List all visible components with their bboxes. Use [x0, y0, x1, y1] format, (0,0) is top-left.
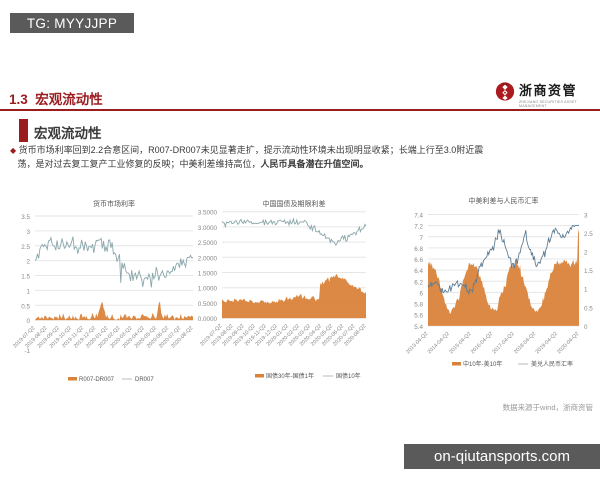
svg-text:DR007: DR007: [135, 377, 154, 383]
svg-text:2.5000: 2.5000: [198, 240, 218, 247]
svg-text:国债30年-国债1年: 国债30年-国债1年: [266, 372, 314, 380]
svg-text:R007-DR007: R007-DR007: [79, 377, 115, 383]
svg-text:美兑人民币汇率: 美兑人民币汇率: [531, 360, 573, 368]
svg-text:5.4: 5.4: [414, 324, 423, 331]
svg-text:5.8: 5.8: [414, 302, 423, 309]
svg-text:2016-04-Q2: 2016-04-Q2: [470, 331, 494, 355]
svg-text:0: 0: [26, 318, 30, 325]
svg-text:3.0000: 3.0000: [198, 225, 218, 232]
svg-text:2013-04-Q2: 2013-04-Q2: [405, 331, 429, 355]
svg-text:1.0000: 1.0000: [198, 286, 218, 293]
svg-text:2017-04-Q2: 2017-04-Q2: [491, 331, 515, 355]
svg-text:2019-04-Q2: 2019-04-Q2: [535, 331, 559, 355]
svg-text:国债10年: 国债10年: [336, 372, 361, 380]
svg-text:1: 1: [26, 288, 30, 295]
svg-text:6.4: 6.4: [414, 268, 423, 275]
svg-text:1: 1: [584, 287, 588, 294]
svg-text:2015-04-Q2: 2015-04-Q2: [448, 331, 472, 355]
svg-text:2020-04-Q2: 2020-04-Q2: [556, 331, 580, 355]
svg-text:1.5: 1.5: [21, 274, 30, 281]
svg-text:3: 3: [26, 229, 30, 236]
svg-text:中10年-美10年: 中10年-美10年: [463, 360, 502, 368]
svg-text:0.0000: 0.0000: [198, 316, 218, 323]
svg-text:7: 7: [419, 235, 423, 242]
svg-text:2018-04-Q2: 2018-04-Q2: [513, 331, 537, 355]
svg-text:3: 3: [584, 212, 588, 219]
svg-text:2.0000: 2.0000: [198, 255, 218, 262]
svg-text:6: 6: [419, 290, 423, 297]
svg-text:2: 2: [584, 250, 588, 257]
svg-text:5.6: 5.6: [414, 313, 423, 320]
svg-text:3.5000: 3.5000: [198, 210, 218, 217]
svg-text:中美利差与人民币汇率: 中美利差与人民币汇率: [469, 196, 539, 205]
svg-text:6.6: 6.6: [414, 257, 423, 264]
svg-text:1.5000: 1.5000: [198, 271, 218, 278]
svg-text:2.5: 2.5: [584, 231, 593, 238]
svg-text:6.8: 6.8: [414, 246, 423, 253]
svg-text:2: 2: [26, 259, 30, 266]
svg-text:3.5: 3.5: [21, 214, 30, 221]
svg-text:2.5: 2.5: [21, 244, 30, 251]
svg-text:7.2: 7.2: [414, 224, 423, 231]
svg-text:中国国债及期限利差: 中国国债及期限利差: [263, 199, 326, 208]
svg-text:0.5: 0.5: [21, 303, 30, 310]
svg-text:0: 0: [584, 324, 588, 331]
svg-text:0.5: 0.5: [584, 305, 593, 312]
svg-text:货币市场利率: 货币市场利率: [93, 199, 135, 208]
svg-text:7.4: 7.4: [414, 212, 423, 219]
svg-text:1.5: 1.5: [584, 268, 593, 275]
svg-text:0.5000: 0.5000: [198, 301, 218, 308]
svg-text:6.2: 6.2: [414, 279, 423, 286]
svg-text:2014-04-Q2: 2014-04-Q2: [427, 331, 451, 355]
